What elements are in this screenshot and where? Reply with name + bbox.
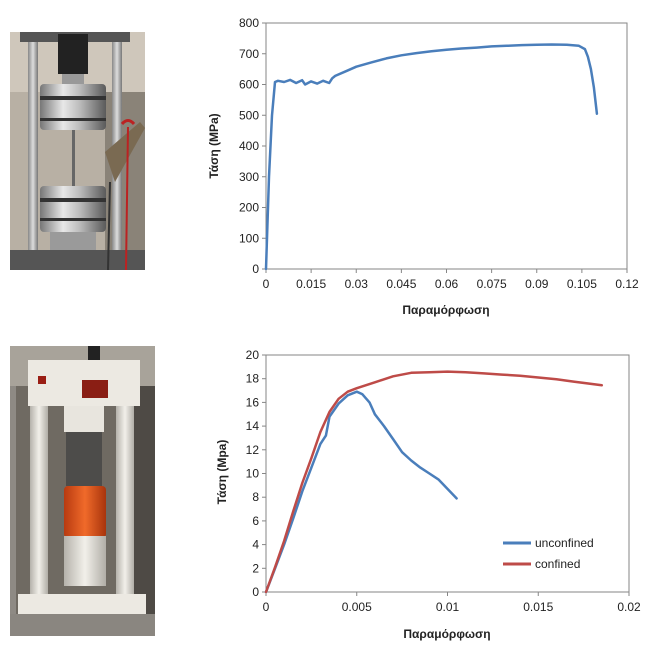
compression-machine-illustration [10,346,155,636]
x-tick-label: 0.09 [525,277,549,291]
y-tick-label: 100 [239,231,259,245]
y-tick-label: 6 [252,514,259,528]
y-tick-label: 0 [252,262,259,276]
x-tick-label: 0.06 [435,277,459,291]
y-axis-title: Τάση (MPa) [207,113,221,178]
series-line [264,43,599,271]
y-tick-label: 18 [246,372,260,386]
x-tick-label: 0.03 [345,277,369,291]
x-tick-label: 0 [263,277,270,291]
legend-label-confined: confined [535,557,580,571]
plot-area [265,22,628,270]
y-tick-label: 300 [239,170,259,184]
x-tick-label: 0.015 [296,277,326,291]
y-tick-label: 4 [252,538,259,552]
y-tick-label: 800 [239,16,259,30]
compression-test-machine-photo [10,346,155,636]
y-axis-title: Τάση (Mpa) [215,440,229,505]
y-tick-label: 700 [239,47,259,61]
legend-label-unconfined: unconfined [535,536,594,550]
stress-strain-chart-compression: Τάση (Mpa) Παραμόρφωση 0 2 4 6 8 10 12 14 16 18 20… [215,348,641,641]
x-tick-label: 0.005 [342,600,372,614]
x-axis-title: Παραμόρφωση [403,627,490,641]
series-line-unconfined [264,390,458,594]
y-tick-label: 12 [246,443,260,457]
y-tick-label: 14 [246,419,260,433]
y-tick-label: 16 [246,395,260,409]
stress-strain-chart-tensile: Τάση (MPa) Παραμόρφωση 0 100 200 300 400 500 6… [207,16,639,317]
series-line-confined [264,370,604,594]
y-tick-label: 2 [252,561,259,575]
y-tick-label: 200 [239,201,259,215]
y-tick-label: 400 [239,139,259,153]
tensile-machine-illustration [10,32,145,270]
y-tick-label: 10 [246,467,260,481]
x-axis-title: Παραμόρφωση [402,303,489,317]
y-tick-label: 8 [252,490,259,504]
x-tick-label: 0.105 [567,277,597,291]
x-tick-label: 0.02 [617,600,641,614]
y-tick-label: 20 [246,348,260,362]
x-tick-label: 0.12 [615,277,639,291]
x-tick-label: 0.01 [436,600,460,614]
y-tick-label: 0 [252,585,259,599]
y-tick-label: 600 [239,78,259,92]
x-tick-label: 0.015 [523,600,553,614]
x-tick-label: 0.075 [477,277,507,291]
tensile-test-machine-photo [10,32,145,270]
y-tick-label: 500 [239,108,259,122]
x-tick-label: 0 [263,600,270,614]
x-tick-label: 0.045 [386,277,416,291]
